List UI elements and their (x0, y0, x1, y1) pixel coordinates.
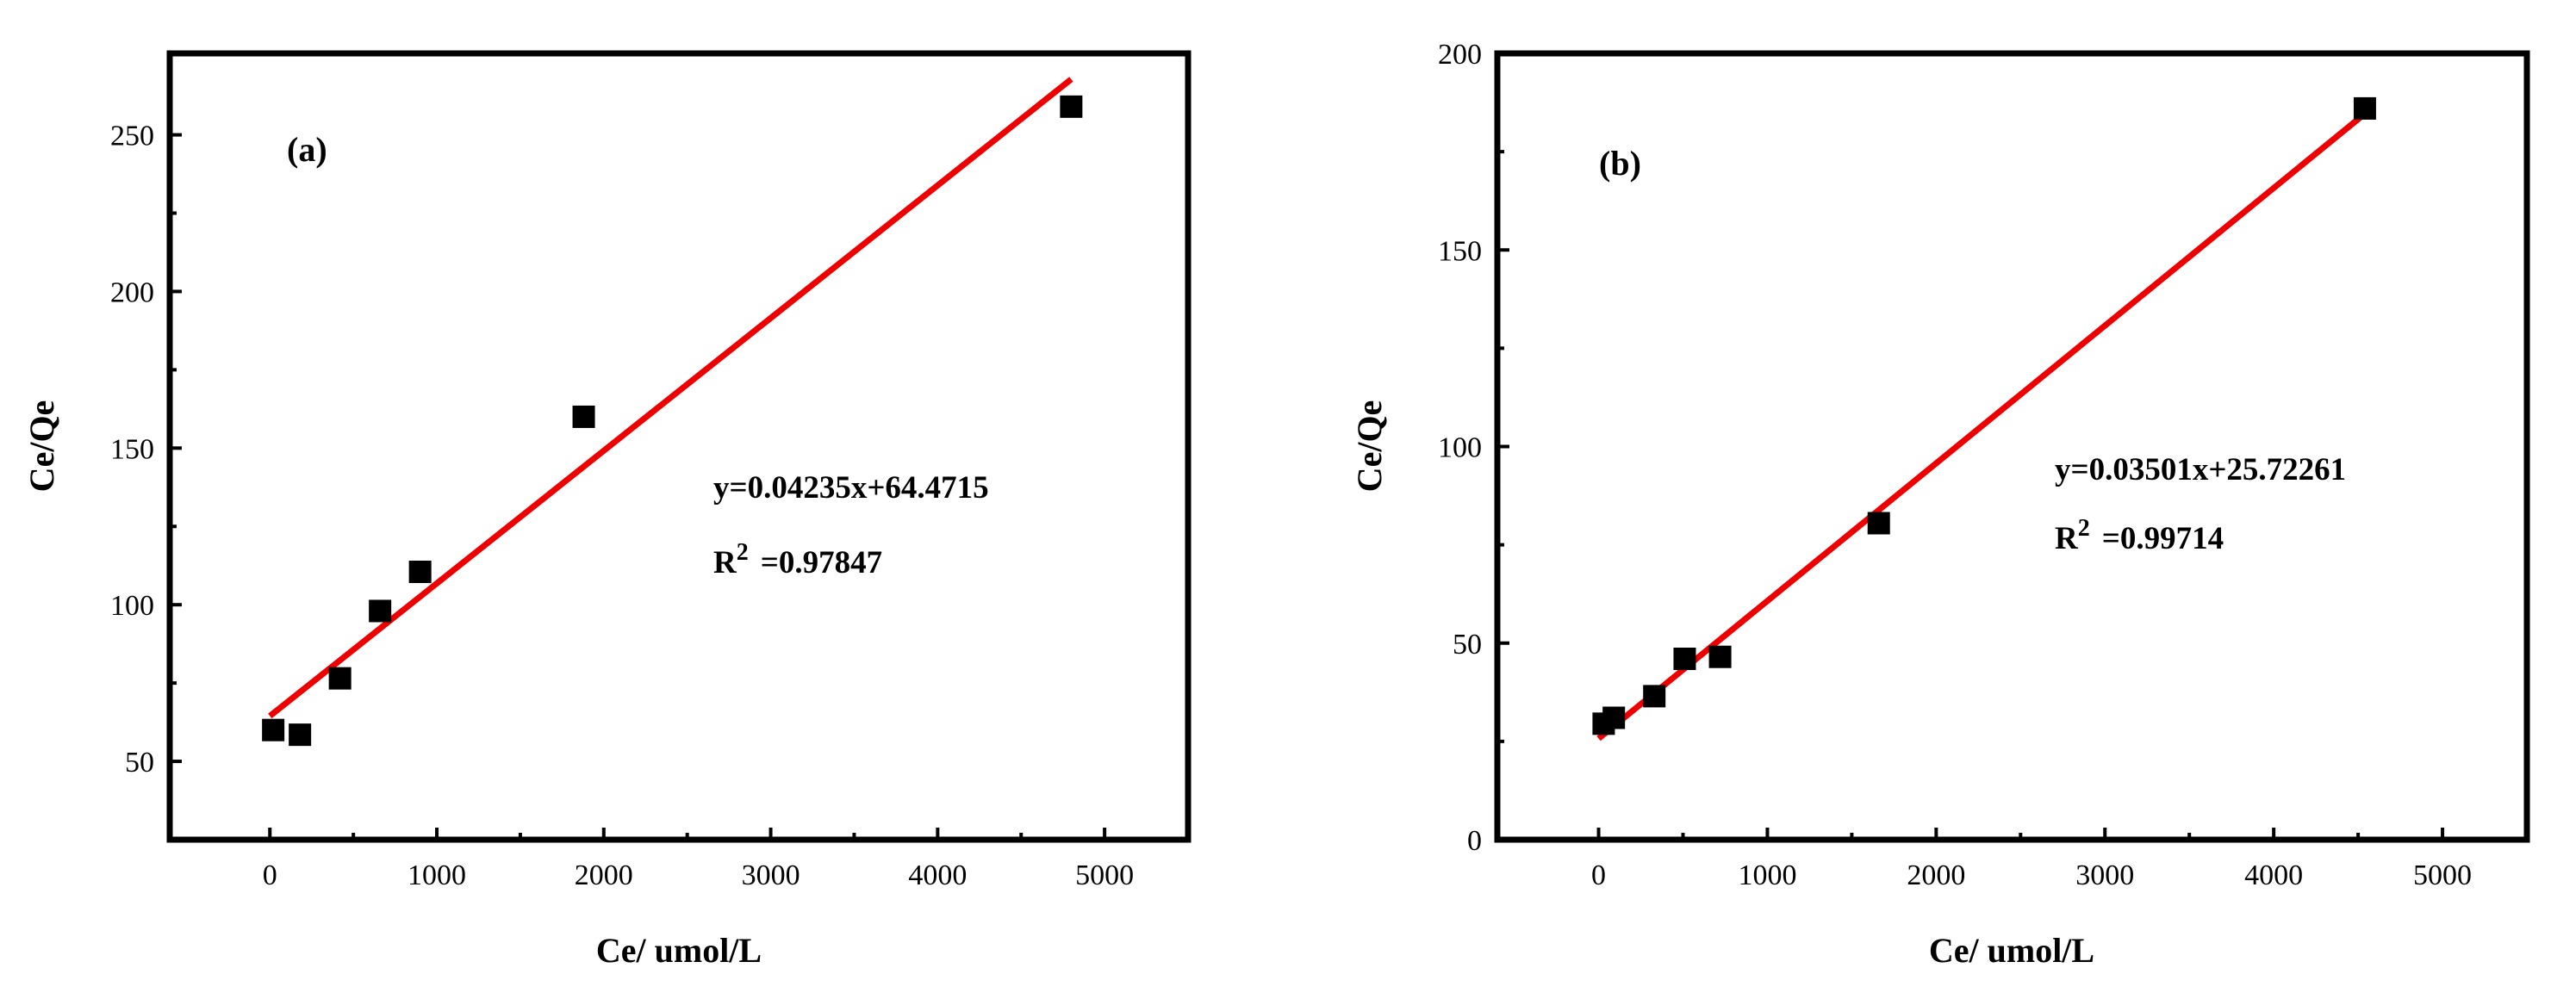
data-point (328, 667, 352, 690)
r-squared-exponent: 2 (2078, 515, 2090, 542)
fit-equation: y=0.03501x+25.72261 (2055, 452, 2346, 487)
y-tick-label: 100 (1438, 432, 1482, 464)
y-tick-label: 200 (1438, 39, 1482, 71)
x-tick-label: 2000 (1907, 859, 1965, 891)
fit-equation: y=0.04235x+64.4715 (713, 470, 989, 506)
y-tick-label: 0 (1467, 825, 1482, 857)
fit-line (1596, 111, 2368, 741)
r-squared-symbol: R (713, 545, 737, 580)
data-point (1060, 95, 1083, 118)
y-tick-label: 100 (110, 590, 154, 622)
data-point (1643, 685, 1666, 708)
r-squared: R2 =0.97847 (713, 539, 882, 580)
x-tick-label: 3000 (742, 859, 800, 891)
r-squared-value: =0.97847 (761, 545, 882, 580)
x-tick-label: 5000 (2413, 859, 2472, 891)
x-tick-label: 0 (263, 859, 277, 891)
r-squared: R2 =0.99714 (2055, 515, 2224, 556)
x-tick-label: 5000 (1075, 859, 1134, 891)
x-tick-label: 0 (1591, 859, 1606, 891)
tick-labels: 0 1000 2000 3000 4000 5000 0 50 100 150 200 (1438, 39, 2472, 891)
data-point (408, 560, 432, 583)
panel-label: (a) (287, 130, 327, 169)
data-point (1673, 648, 1696, 671)
panel-b: 0 1000 2000 3000 4000 5000 0 50 100 150 200 (b) y=… (1350, 39, 2530, 970)
x-tick-label: 4000 (908, 859, 967, 891)
r-squared-exponent: 2 (737, 539, 749, 566)
data-point (369, 599, 392, 623)
y-axis-title: Ce/Qe (1350, 400, 1389, 493)
data-point (289, 723, 312, 747)
axis-ticks (1497, 150, 2445, 840)
x-axis-title: Ce/ umol/L (596, 931, 762, 970)
x-tick-label: 2000 (575, 859, 633, 891)
y-tick-label: 250 (110, 121, 154, 152)
y-tick-label: 150 (110, 433, 154, 465)
data-point (1708, 645, 1732, 668)
data-point (262, 718, 285, 741)
data-point (2353, 96, 2376, 120)
data-point (1867, 512, 1890, 535)
r-squared-value: =0.99714 (2102, 521, 2224, 556)
y-axis-title: Ce/Qe (22, 400, 61, 493)
x-tick-label: 3000 (2075, 859, 2134, 891)
axis-ticks (170, 133, 1107, 840)
data-points (1592, 96, 2376, 735)
panel-label: (b) (1599, 144, 1641, 183)
data-point (1602, 706, 1626, 729)
y-tick-label: 200 (110, 276, 154, 308)
plot-frame (1494, 50, 2530, 843)
fit-line (268, 77, 1073, 719)
x-tick-label: 1000 (408, 859, 466, 891)
tick-labels: 0 1000 2000 3000 4000 5000 50 100 150 200 250 (110, 121, 1134, 891)
y-tick-label: 50 (125, 747, 154, 779)
plot-frame (166, 50, 1192, 843)
y-tick-label: 50 (1453, 629, 1482, 661)
data-point (572, 405, 595, 428)
y-tick-label: 150 (1438, 235, 1482, 267)
data-points (262, 95, 1083, 747)
x-tick-label: 4000 (2244, 859, 2303, 891)
r-squared-symbol: R (2055, 521, 2079, 556)
x-tick-label: 1000 (1738, 859, 1796, 891)
x-axis-title: Ce/ umol/L (1929, 931, 2094, 970)
